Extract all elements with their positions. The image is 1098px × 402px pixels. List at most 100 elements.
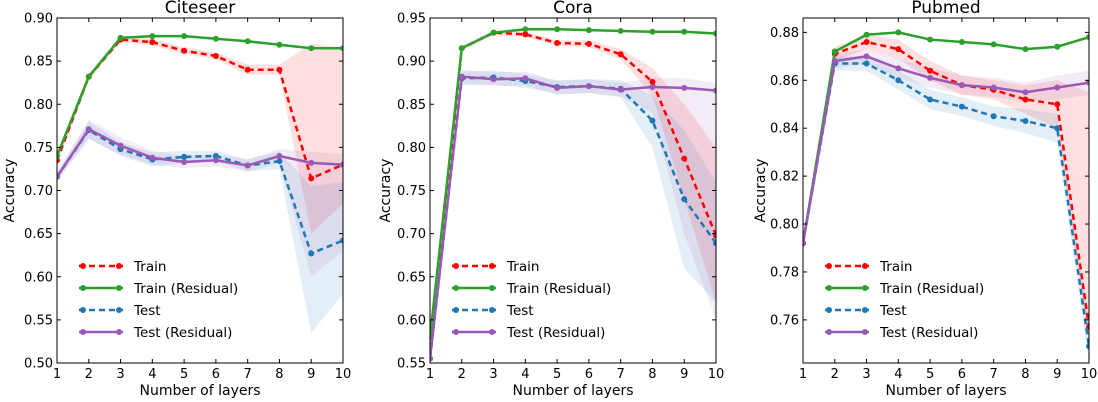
y-tick-label: 0.70 [24,184,53,199]
series-line-train-residual [430,27,716,338]
data-point-test [958,103,965,110]
data-point-train-residual [681,28,688,35]
legend-label-test-residual: Test (Residual) [133,325,232,341]
data-point-train-residual [522,26,529,33]
legend-label-train-residual: Train (Residual) [133,281,238,297]
data-point-test-residual [554,84,561,91]
data-point-test-residual [585,83,592,90]
data-point-test-residual [117,142,124,149]
data-point-test [927,96,934,103]
legend-marker-test-residual [80,329,86,335]
data-point-test [681,196,688,203]
x-tick-label: 1 [426,367,434,382]
data-point-train-residual [649,28,656,35]
series-line-train [430,31,716,359]
series-line-train-residual [57,34,343,157]
data-point-train-residual [149,33,156,40]
legend-label-test-residual: Test (Residual) [506,325,605,341]
legend-marker-train-residual [826,285,832,291]
data-point-train-residual [181,33,188,40]
series-lines [803,29,1089,350]
data-point-train [1022,96,1029,103]
data-point-train-residual [958,38,965,45]
data-point-test-residual [617,86,624,93]
data-point-test-residual [212,157,219,164]
data-point-train-residual [617,27,624,34]
data-point-test [1086,343,1089,350]
y-tick-label: 0.80 [770,218,799,233]
plot-frame [802,17,1090,364]
data-point-test-residual [490,76,497,83]
data-point-train-residual [117,34,124,41]
legend-label-test: Test [879,303,907,319]
y-tick-label: 0.88 [770,26,799,41]
y-tick-label: 0.60 [397,313,426,328]
band-test [803,56,1089,363]
data-point-train-residual [990,41,997,48]
data-point-test-residual [181,159,188,166]
data-point-train-residual [212,35,219,42]
y-tick-label: 0.60 [24,270,53,285]
x-tick-label: 8 [1021,367,1029,382]
data-point-test-residual [149,154,156,161]
band-test [57,121,343,333]
data-point-test-residual [340,161,343,168]
y-axis-label: Accuracy [378,159,394,223]
legend-marker-test-residual [489,329,495,335]
data-point-train-residual [308,45,315,52]
x-tick-label: 10 [708,367,725,382]
data-point-train-residual [831,48,838,55]
legend-marker-test [862,307,868,313]
data-point-train-residual [1054,43,1061,50]
data-point-train-residual [57,153,60,159]
y-axis-label: Accuracy [753,159,769,223]
chart-panel-citeseer: 1 2 3 4 5 6 7 8 9 10 0.50 0.55 0.60 0.65 0.70 0.75 0.80 0… [2,0,351,399]
data-point-test [863,60,870,67]
y-tick-label: 0.90 [397,55,426,70]
data-point-test-residual [1054,84,1061,91]
x-axis-label: Number of layers [139,383,260,399]
data-point-train [181,47,188,54]
data-point-train [1054,101,1061,108]
x-axis-label: Number of layers [885,383,1006,399]
data-point-test [990,113,997,120]
y-tick-label: 0.75 [397,184,426,199]
data-point-test [308,250,315,257]
y-tick-label: 0.50 [24,357,53,372]
y-tick-label: 0.78 [770,265,799,280]
chart-panel-pubmed: 1 2 3 4 5 6 7 8 9 10 0.76 0.78 0.80 0.82 0.84 0.86 0.88 P… [753,0,1097,399]
y-tick-label: 0.55 [397,357,426,372]
data-point-train [895,46,902,53]
y-tick-label: 0.85 [24,55,53,70]
series-line-train [803,40,1089,328]
legend-marker-test-residual [826,329,832,335]
legend-marker-test [116,307,122,313]
data-point-test [340,237,343,244]
data-point-test-residual [927,74,934,81]
data-point-train-residual [713,30,716,37]
series-line-test-residual [430,75,716,359]
x-tick-label: 6 [585,367,593,382]
data-point-train-residual [1022,46,1029,53]
legend-marker-test-residual [116,329,122,335]
confidence-bands [430,30,716,363]
data-point-test [713,240,716,247]
series-line-test-residual [803,55,1089,244]
chart-title: Citeseer [165,0,235,18]
y-tick-label: 0.90 [24,12,53,27]
x-tick-label: 2 [831,367,839,382]
legend-label-train: Train [133,259,166,275]
legend-marker-train-residual [80,285,86,291]
x-tick-label: 6 [958,367,966,382]
x-tick-label: 3 [489,367,497,382]
data-point-train-residual [863,31,870,38]
data-point-test-residual [1022,89,1029,96]
data-point-train [212,52,219,59]
legend-marker-test [826,307,832,313]
x-tick-label: 9 [1053,367,1061,382]
data-point-test-residual [276,153,283,159]
data-point-train-residual [1086,34,1089,41]
data-point-test [895,77,902,84]
data-point-train-residual [490,29,497,36]
